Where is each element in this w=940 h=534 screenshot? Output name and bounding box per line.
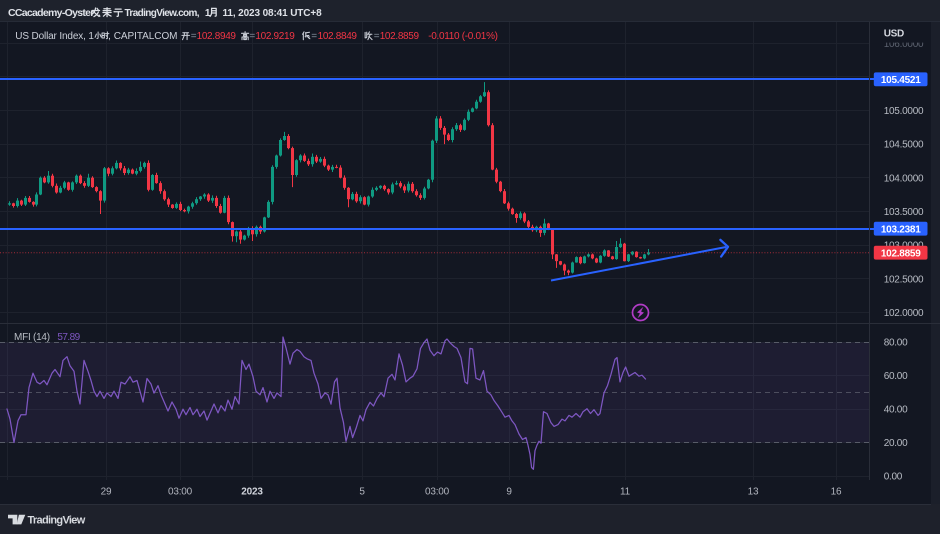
svg-text:102.9219: 102.9219 (255, 31, 295, 42)
svg-text:20.00: 20.00 (884, 438, 908, 449)
svg-text:0.00: 0.00 (884, 472, 903, 483)
svg-text:105.4521: 105.4521 (881, 75, 921, 86)
svg-text:102.5000: 102.5000 (884, 274, 924, 285)
svg-text:102.8949: 102.8949 (197, 31, 237, 42)
svg-text:,: , (108, 31, 111, 42)
svg-text:11, 2023 08:41 UTC+8: 11, 2023 08:41 UTC+8 (223, 8, 323, 19)
svg-text:60.00: 60.00 (884, 371, 908, 382)
svg-text:40.00: 40.00 (884, 405, 908, 416)
svg-text:5: 5 (359, 487, 365, 498)
svg-text:102.0000: 102.0000 (884, 308, 924, 319)
svg-text:104.5000: 104.5000 (884, 140, 924, 151)
svg-text:TradingView: TradingView (28, 515, 86, 527)
svg-text:CAPITALCOM: CAPITALCOM (114, 31, 178, 42)
svg-text:03:00: 03:00 (168, 487, 193, 498)
svg-text:1: 1 (205, 8, 211, 19)
svg-text:=: = (374, 31, 380, 42)
svg-text:29: 29 (101, 487, 112, 498)
svg-text:11: 11 (620, 487, 631, 498)
svg-text:16: 16 (831, 487, 842, 498)
svg-text:=: = (249, 31, 255, 42)
svg-text:13: 13 (748, 487, 759, 498)
svg-text:CCacademy-Oyster: CCacademy-Oyster (8, 7, 94, 19)
svg-text:TradingView.com,: TradingView.com, (125, 8, 200, 19)
svg-text:102.8859: 102.8859 (881, 248, 921, 259)
svg-text:80.00: 80.00 (884, 338, 908, 349)
svg-text:=: = (311, 31, 317, 42)
svg-text:103.2381: 103.2381 (881, 224, 921, 235)
svg-text:03:00: 03:00 (425, 487, 450, 498)
svg-text:-0.0110 (-0.01%): -0.0110 (-0.01%) (428, 31, 498, 42)
svg-text:103.5000: 103.5000 (884, 207, 924, 218)
svg-text:USD: USD (884, 28, 904, 39)
svg-text:102.8849: 102.8849 (318, 31, 358, 42)
svg-text:105.0000: 105.0000 (884, 106, 924, 117)
svg-text:57.89: 57.89 (57, 332, 80, 343)
svg-text:US Dollar Index, 1: US Dollar Index, 1 (15, 31, 94, 42)
svg-text:106.0000: 106.0000 (884, 39, 924, 50)
svg-text:102.8859: 102.8859 (380, 31, 420, 42)
svg-text:2023: 2023 (241, 487, 263, 498)
svg-text:104.0000: 104.0000 (884, 173, 924, 184)
svg-text:MFI (14): MFI (14) (14, 332, 50, 343)
svg-text:9: 9 (506, 487, 512, 498)
svg-text:=: = (191, 31, 197, 42)
